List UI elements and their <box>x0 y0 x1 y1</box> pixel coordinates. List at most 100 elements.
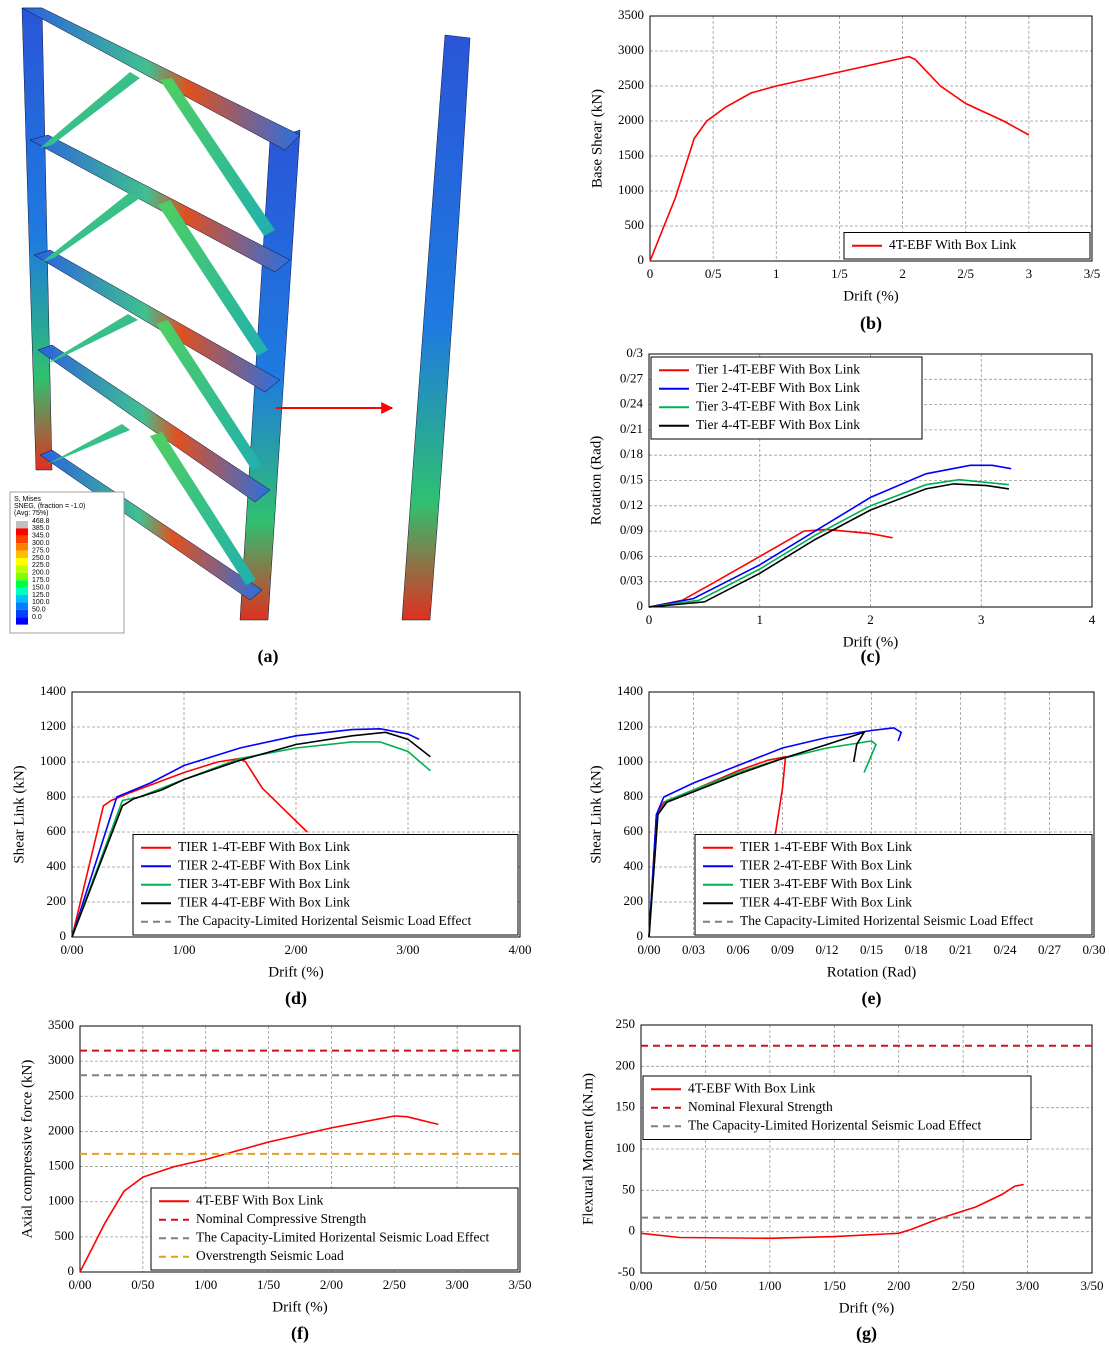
legend-level: 125.0 <box>32 592 50 599</box>
x-tick-label: 0/00 <box>68 1277 91 1292</box>
y-tick-label: 2500 <box>618 77 644 92</box>
y-tick-label: 1000 <box>617 753 643 768</box>
x-tick-label: 1/00 <box>194 1277 217 1292</box>
legend-level: 150.0 <box>32 584 50 591</box>
y-tick-label: 1500 <box>48 1158 74 1173</box>
y-tick-label: 0/12 <box>620 497 643 512</box>
x-tick-label: 2/00 <box>320 1277 343 1292</box>
x-axis-label: Drift (%) <box>268 964 323 980</box>
legend-label: Nominal Flexural Strength <box>688 1099 833 1114</box>
y-tick-label: 800 <box>624 788 644 803</box>
legend-label: TIER 3-4T-EBF With Box Link <box>740 876 912 891</box>
legend-swatch <box>16 617 28 624</box>
y-tick-label: 200 <box>616 1057 636 1072</box>
x-tick-label: 0/00 <box>629 1278 652 1293</box>
legend-swatch <box>16 610 28 617</box>
panel-label: (e) <box>862 988 882 1009</box>
x-tick-label: 1 <box>773 266 780 281</box>
legend-swatch <box>16 536 28 543</box>
y-tick-label: 0/3 <box>626 345 643 360</box>
y-tick-label: 3500 <box>618 7 644 22</box>
x-tick-label: 3/5 <box>1084 266 1101 281</box>
y-tick-label: 1500 <box>618 147 644 162</box>
legend-label: Tier 1-4T-EBF With Box Link <box>696 361 860 376</box>
legend-swatch <box>16 551 28 558</box>
legend-title: (Avg: 75%) <box>14 510 49 517</box>
legend-swatch <box>16 565 28 572</box>
y-tick-label: 0/03 <box>620 573 643 588</box>
x-tick-label: 0/00 <box>637 942 660 957</box>
y-tick-label: 0/15 <box>620 471 643 486</box>
x-tick-label: 2 <box>899 266 906 281</box>
legend-label: TIER 3-4T-EBF With Box Link <box>178 876 350 891</box>
y-tick-label: 400 <box>47 858 67 873</box>
y-tick-label: 800 <box>47 788 67 803</box>
x-tick-label: 0/18 <box>904 942 927 957</box>
legend-swatch <box>16 602 28 609</box>
plot-area <box>650 16 1092 261</box>
y-tick-label: 600 <box>624 823 644 838</box>
y-tick-label: 1200 <box>40 718 66 733</box>
legend-swatch <box>16 543 28 550</box>
y-tick-label: 50 <box>622 1181 635 1196</box>
figure: S, MisesSNEG, (fraction = -1.0)(Avg: 75%… <box>0 0 1109 1349</box>
legend-label: TIER 2-4T-EBF With Box Link <box>740 857 912 872</box>
x-tick-label: 0/00 <box>60 942 83 957</box>
y-tick-label: 1000 <box>48 1193 74 1208</box>
y-tick-label: 600 <box>47 823 67 838</box>
legend-level: 468.8 <box>32 518 50 525</box>
x-tick-label: 0/30 <box>1082 942 1105 957</box>
y-tick-label: -50 <box>618 1264 635 1279</box>
legend-label: TIER 2-4T-EBF With Box Link <box>178 857 350 872</box>
y-tick-label: 500 <box>55 1228 75 1243</box>
x-tick-label: 3/00 <box>396 942 419 957</box>
y-tick-label: 0 <box>637 928 644 943</box>
legend-label: 4T-EBF With Box Link <box>196 1192 324 1207</box>
legend-level: 250.0 <box>32 555 50 562</box>
y-tick-label: 1400 <box>617 683 643 698</box>
y-tick-label: 0/24 <box>620 396 644 411</box>
y-tick-label: 2500 <box>48 1087 74 1102</box>
x-tick-label: 3/00 <box>446 1277 469 1292</box>
y-tick-label: 2000 <box>48 1122 74 1137</box>
x-tick-label: 1/5 <box>831 266 848 281</box>
x-tick-label: 4 <box>1089 612 1096 627</box>
x-tick-label: 0/06 <box>726 942 750 957</box>
x-tick-label: 0/09 <box>771 942 794 957</box>
legend-level: 50.0 <box>32 607 46 614</box>
legend-level: 100.0 <box>32 599 50 606</box>
y-tick-label: 0/27 <box>620 370 644 385</box>
x-axis-label: Drift (%) <box>272 1299 327 1315</box>
x-tick-label: 0/27 <box>1038 942 1062 957</box>
legend-label: The Capacity-Limited Horizental Seismic … <box>688 1117 982 1132</box>
x-tick-label: 4/00 <box>508 942 531 957</box>
x-tick-label: 0/50 <box>694 1278 717 1293</box>
x-tick-label: 1/00 <box>758 1278 781 1293</box>
legend-swatch <box>16 528 28 535</box>
panel-label: (d) <box>285 988 307 1009</box>
y-tick-label: 0 <box>637 598 644 613</box>
y-tick-label: 0/06 <box>620 547 644 562</box>
chart: 0/001/002/003/004/0002004006008001000120… <box>11 683 531 1009</box>
legend-level: 175.0 <box>32 577 50 584</box>
y-tick-label: 200 <box>47 893 67 908</box>
legend-label: Tier 3-4T-EBF With Box Link <box>696 398 860 413</box>
legend-level: 0.0 <box>32 614 42 621</box>
panel-label: (g) <box>856 1323 877 1344</box>
legend-level: 345.0 <box>32 533 50 540</box>
legend-label: 4T-EBF With Box Link <box>889 237 1017 252</box>
legend-label: 4T-EBF With Box Link <box>688 1080 816 1095</box>
x-tick-label: 0/50 <box>131 1277 154 1292</box>
x-tick-label: 0/21 <box>949 942 972 957</box>
y-tick-label: 1000 <box>618 182 644 197</box>
x-tick-label: 0/03 <box>682 942 705 957</box>
x-tick-label: 3/50 <box>508 1277 531 1292</box>
legend-label: The Capacity-Limited Horizental Seismic … <box>740 913 1034 928</box>
x-axis-label: Drift (%) <box>843 288 898 304</box>
x-tick-label: 0/12 <box>815 942 838 957</box>
x-tick-label: 3 <box>978 612 985 627</box>
